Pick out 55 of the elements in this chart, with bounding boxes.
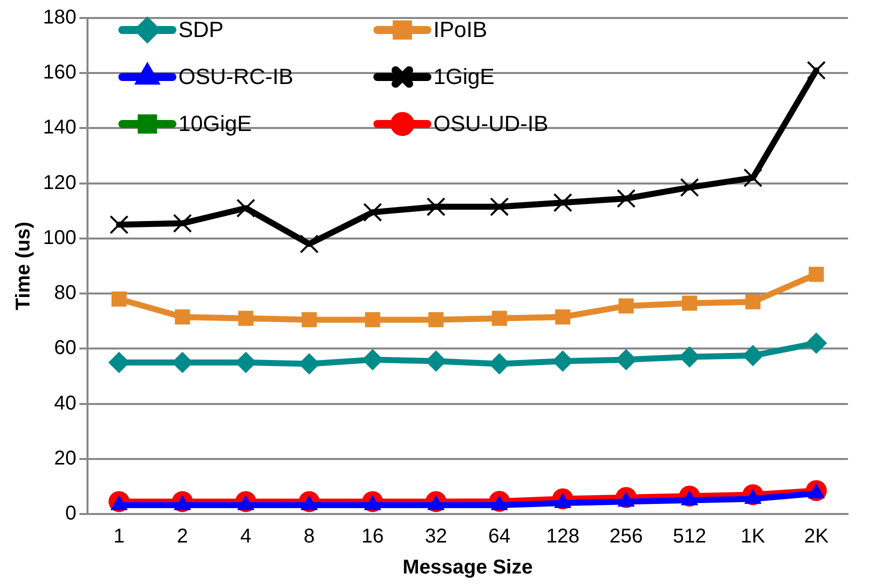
legend-label: IPoIB: [433, 17, 488, 42]
y-tick-label: 100: [42, 226, 76, 249]
point: [238, 310, 254, 326]
point: [302, 312, 317, 328]
x-axis-title: Message Size: [402, 556, 533, 579]
x-tick-label: 1: [114, 526, 125, 548]
legend-label: OSU-UD-IB: [433, 111, 548, 136]
point: [492, 310, 507, 326]
y-tick-label: 160: [42, 62, 76, 84]
x-tick-label: 8: [304, 526, 315, 548]
legend-label: SDP: [178, 17, 224, 42]
point: [172, 214, 192, 233]
y-axis-title: Time (us): [12, 222, 35, 310]
point: [174, 309, 190, 325]
point: [111, 291, 127, 307]
point: [236, 198, 256, 218]
point: [363, 202, 382, 222]
x-tick-label: 512: [672, 526, 706, 548]
point: [618, 298, 634, 314]
point: [553, 193, 572, 212]
x-tick-label: 256: [609, 526, 643, 548]
point: [300, 234, 319, 254]
point: [555, 309, 570, 325]
y-tick-label: 60: [54, 337, 76, 360]
y-tick-label: 180: [42, 6, 76, 29]
point: [743, 168, 762, 188]
x-tick-label: 32: [424, 526, 448, 548]
x-tick-label: 1K: [740, 526, 766, 548]
x-tick-label: 4: [240, 526, 252, 548]
point: [680, 178, 700, 197]
y-tick-label: 80: [54, 282, 76, 304]
point: [365, 312, 380, 328]
point: [616, 189, 636, 208]
point: [806, 60, 826, 80]
y-tick-label: 0: [65, 502, 76, 525]
legend-label: 10GigE: [178, 111, 252, 136]
point: [110, 215, 129, 234]
y-tick-label: 20: [54, 447, 76, 470]
point: [426, 197, 446, 216]
x-tick-label: 16: [361, 526, 384, 548]
y-tick-label: 140: [42, 116, 76, 139]
point: [806, 332, 827, 354]
legend-label: OSU-RC-IB: [178, 64, 294, 90]
point: [808, 266, 824, 282]
x-tick-label: 2: [176, 526, 188, 548]
point: [428, 312, 444, 328]
point: [682, 296, 698, 311]
point: [490, 197, 509, 216]
point: [745, 294, 760, 310]
x-tick-label: 2K: [804, 526, 830, 548]
x-tick-label: 128: [546, 526, 580, 548]
legend-label: 1GigE: [433, 64, 495, 90]
y-tick-label: 120: [42, 172, 76, 194]
y-tick-label: 40: [54, 392, 76, 414]
x-tick-label: 64: [488, 526, 511, 548]
